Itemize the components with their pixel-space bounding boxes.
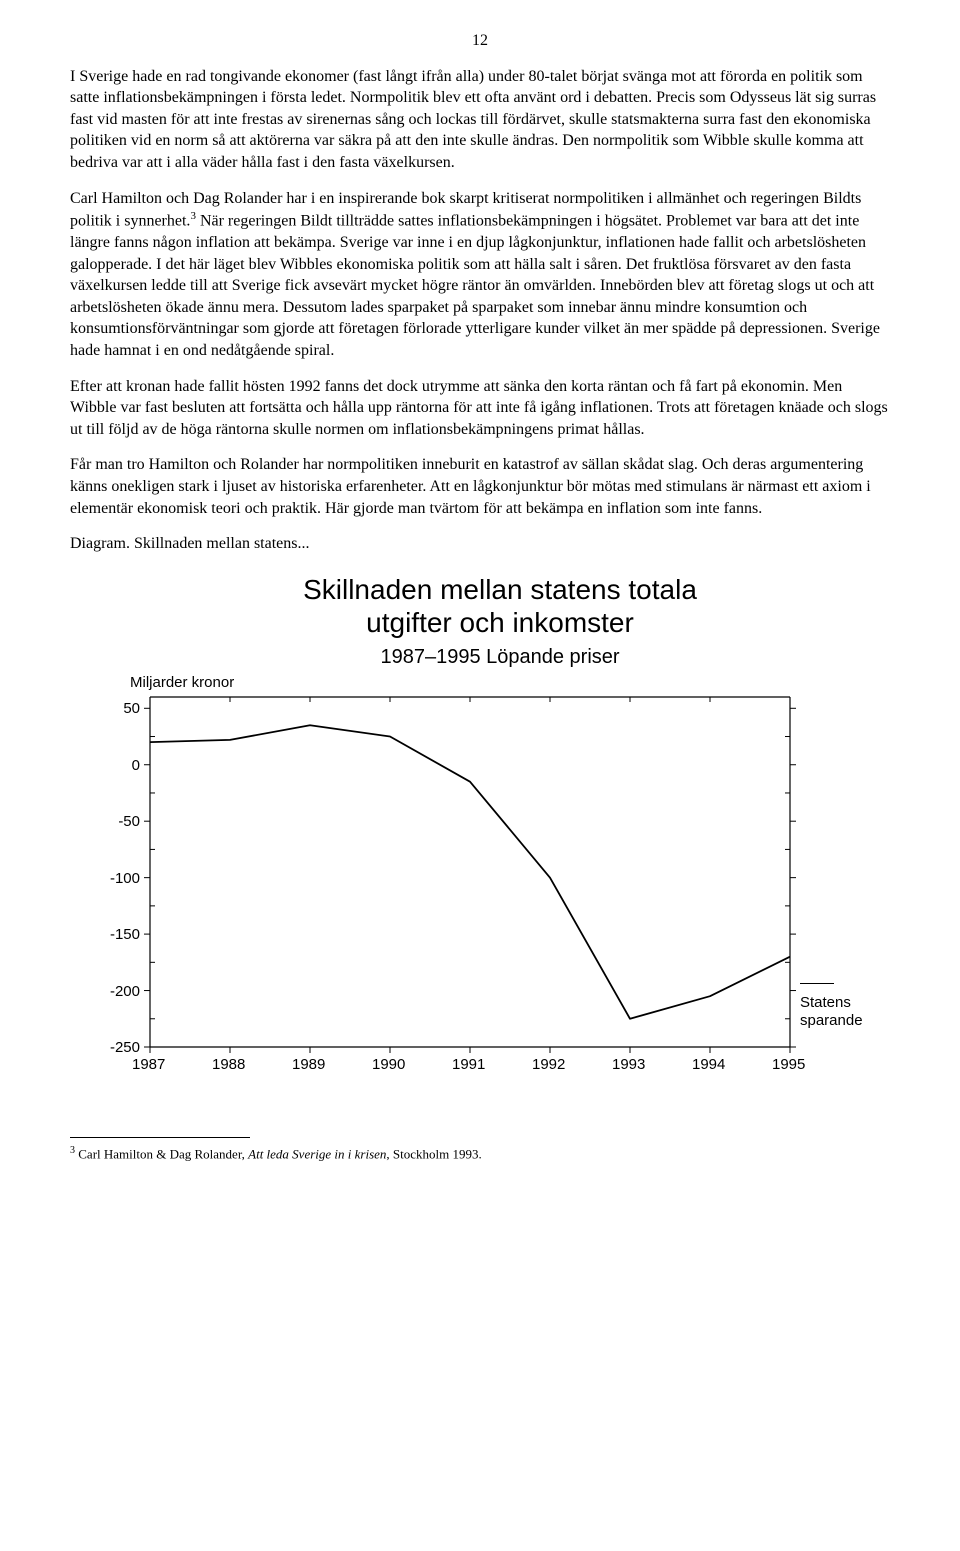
chart-container: Skillnaden mellan statens totala utgifte… — [70, 573, 890, 1077]
p2-part-b: När regeringen Bildt tillträdde sattes i… — [70, 212, 880, 359]
chart-title-line1: Skillnaden mellan statens totala — [303, 574, 697, 605]
page-number: 12 — [70, 30, 890, 52]
x-tick-label: 1988 — [212, 1055, 245, 1075]
y-tick-label: 0 — [90, 756, 140, 776]
line-chart-svg — [70, 677, 890, 1077]
y-tick-label: -150 — [90, 925, 140, 945]
body-paragraph-3: Efter att kronan hade fallit hösten 1992… — [70, 376, 890, 441]
x-tick-label: 1991 — [452, 1055, 485, 1075]
chart-subtitle: 1987–1995 Löpande priser — [70, 644, 890, 671]
x-tick-label: 1993 — [612, 1055, 645, 1075]
x-tick-label: 1989 — [292, 1055, 325, 1075]
y-tick-label: 50 — [90, 699, 140, 719]
chart-plot-area: Miljarder kronor Statenssparande 500-50-… — [70, 677, 890, 1077]
x-tick-label: 1994 — [692, 1055, 725, 1075]
x-tick-label: 1987 — [132, 1055, 165, 1075]
footnote-title: Att leda Sverige in i krisen — [248, 1146, 386, 1161]
chart-legend: Statenssparande — [800, 975, 890, 1031]
footnote-rest: , Stockholm 1993. — [386, 1146, 481, 1161]
body-paragraph-2: Carl Hamilton och Dag Rolander har i en … — [70, 188, 890, 362]
x-tick-label: 1992 — [532, 1055, 565, 1075]
chart-title-line2: utgifter och inkomster — [366, 607, 634, 638]
body-paragraph-1: I Sverige hade en rad tongivande ekonome… — [70, 66, 890, 174]
legend-line-sample — [800, 983, 834, 984]
chart-title: Skillnaden mellan statens totala utgifte… — [70, 573, 890, 640]
y-tick-label: -50 — [90, 812, 140, 832]
body-paragraph-4: Får man tro Hamilton och Rolander har no… — [70, 454, 890, 519]
diagram-caption: Diagram. Skillnaden mellan statens... — [70, 533, 890, 555]
x-tick-label: 1990 — [372, 1055, 405, 1075]
y-tick-label: -200 — [90, 982, 140, 1002]
x-tick-label: 1995 — [772, 1055, 805, 1075]
y-tick-label: -100 — [90, 869, 140, 889]
footnote-3: 3 Carl Hamilton & Dag Rolander, Att leda… — [70, 1144, 890, 1163]
footnote-rule — [70, 1137, 250, 1138]
y-axis-title: Miljarder kronor — [130, 673, 234, 693]
footnote-author: Carl Hamilton & Dag Rolander, — [75, 1146, 248, 1161]
legend-label: Statenssparande — [800, 994, 863, 1032]
